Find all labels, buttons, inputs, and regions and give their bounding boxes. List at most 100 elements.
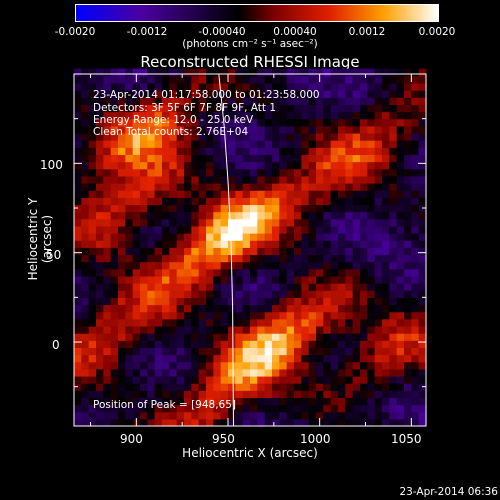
heatmap-cell <box>330 397 339 406</box>
heatmap-cell <box>96 354 104 363</box>
heatmap-cell <box>330 211 339 220</box>
heatmap-cell <box>235 411 244 420</box>
heatmap-cell <box>360 211 368 220</box>
heatmap-cell <box>228 375 236 384</box>
heatmap-cell <box>308 254 317 263</box>
heatmap-cell <box>213 340 222 348</box>
heatmap-cell <box>411 118 420 127</box>
heatmap-cell <box>360 361 368 370</box>
heatmap-cell <box>147 140 156 148</box>
heatmap-cell <box>323 311 332 320</box>
heatmap-cell <box>257 354 266 363</box>
heatmap-cell <box>345 240 354 248</box>
heatmap-cell <box>286 361 295 370</box>
heatmap-cell <box>103 304 112 313</box>
heatmap-cell <box>169 97 178 105</box>
heatmap-cell <box>162 340 170 348</box>
heatmap-cell <box>374 182 383 191</box>
heatmap-cell <box>382 304 390 313</box>
heatmap-cell <box>316 254 324 263</box>
heatmap-cell <box>184 204 192 213</box>
heatmap-cell <box>88 340 97 348</box>
heatmap-cell <box>411 304 420 313</box>
heatmap-cell <box>264 68 273 77</box>
heatmap-cell <box>228 218 236 227</box>
heatmap-cell <box>81 268 90 277</box>
heatmap-cell <box>184 118 192 127</box>
heatmap-cell <box>352 275 361 284</box>
heatmap-cell <box>88 147 97 156</box>
heatmap-cell <box>345 218 354 227</box>
heatmap-cell <box>360 254 368 263</box>
heatmap-cell <box>286 354 295 363</box>
heatmap-cell <box>286 118 295 127</box>
heatmap-cell <box>118 268 126 277</box>
heatmap-cell <box>140 290 148 298</box>
heatmap-cell <box>147 197 156 206</box>
heatmap-cell <box>103 75 112 84</box>
heatmap-cell <box>220 111 229 120</box>
y-tick-label: 100 <box>40 158 63 172</box>
heatmap-cell <box>213 404 222 413</box>
heatmap-cell <box>330 247 339 256</box>
heatmap-cell <box>220 82 229 91</box>
heatmap-cell <box>220 390 229 399</box>
heatmap-cell <box>81 411 90 420</box>
heatmap-cell <box>389 233 398 241</box>
heatmap-cells <box>74 68 427 427</box>
heatmap-cell <box>74 311 82 320</box>
heatmap-cell <box>374 275 383 284</box>
heatmap-cell <box>250 247 258 256</box>
heatmap-cell <box>140 211 148 220</box>
heatmap-cell <box>323 218 332 227</box>
heatmap-cell <box>389 361 398 370</box>
heatmap-cell <box>74 82 82 91</box>
heatmap-cell <box>184 233 192 241</box>
heatmap-cell <box>264 383 273 391</box>
heatmap-cell <box>74 397 82 406</box>
heatmap-cell <box>81 283 90 291</box>
heatmap-cell <box>198 154 207 163</box>
heatmap-cell <box>308 211 317 220</box>
heatmap-cell <box>242 125 251 134</box>
heatmap-cell <box>367 418 376 427</box>
heatmap-cell <box>389 261 398 270</box>
heatmap-cell <box>140 175 148 184</box>
heatmap-cell <box>235 211 244 220</box>
heatmap-cell <box>103 147 112 156</box>
heatmap-cell <box>323 368 332 377</box>
heatmap-cell <box>96 390 104 399</box>
heatmap-cell <box>301 147 310 156</box>
heatmap-cell <box>264 111 273 120</box>
heatmap-cell <box>316 297 324 306</box>
heatmap-cell <box>125 233 134 241</box>
heatmap-cell <box>74 390 82 399</box>
heatmap-cell <box>330 268 339 277</box>
heatmap-cell <box>286 311 295 320</box>
heatmap-cell <box>389 197 398 206</box>
heatmap-cell <box>147 68 156 77</box>
heatmap-cell <box>272 318 280 327</box>
heatmap-cell <box>154 275 163 284</box>
heatmap-cell <box>242 268 251 277</box>
heatmap-cell <box>338 240 346 248</box>
heatmap-cell <box>396 132 405 141</box>
heatmap-cell <box>367 397 376 406</box>
heatmap-cell <box>140 111 148 120</box>
heatmap-cell <box>147 168 156 177</box>
heatmap-cell <box>404 290 412 298</box>
heatmap-cell <box>323 397 332 406</box>
x-tick-label: 1000 <box>300 432 331 446</box>
heatmap-cell <box>118 211 126 220</box>
heatmap-cell <box>140 411 148 420</box>
heatmap-cell <box>308 97 317 105</box>
heatmap-cell <box>125 268 134 277</box>
heatmap-cell <box>162 290 170 298</box>
heatmap-cell <box>176 268 185 277</box>
heatmap-cell <box>257 132 266 141</box>
heatmap-cell <box>132 182 141 191</box>
heatmap-cell <box>250 82 258 91</box>
heatmap-cell <box>206 132 214 141</box>
heatmap-cell <box>103 254 112 263</box>
heatmap-cell <box>418 254 427 263</box>
